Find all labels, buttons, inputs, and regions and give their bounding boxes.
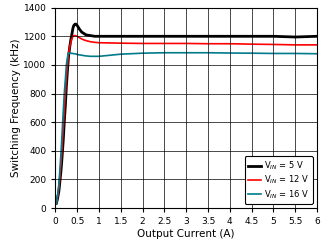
Y-axis label: Switching Frequency (kHz): Switching Frequency (kHz) — [11, 39, 21, 177]
X-axis label: Output Current (A): Output Current (A) — [137, 229, 235, 239]
Legend: V$_{IN}$ = 5 V, V$_{IN}$ = 12 V, V$_{IN}$ = 16 V: V$_{IN}$ = 5 V, V$_{IN}$ = 12 V, V$_{IN}… — [245, 156, 313, 204]
